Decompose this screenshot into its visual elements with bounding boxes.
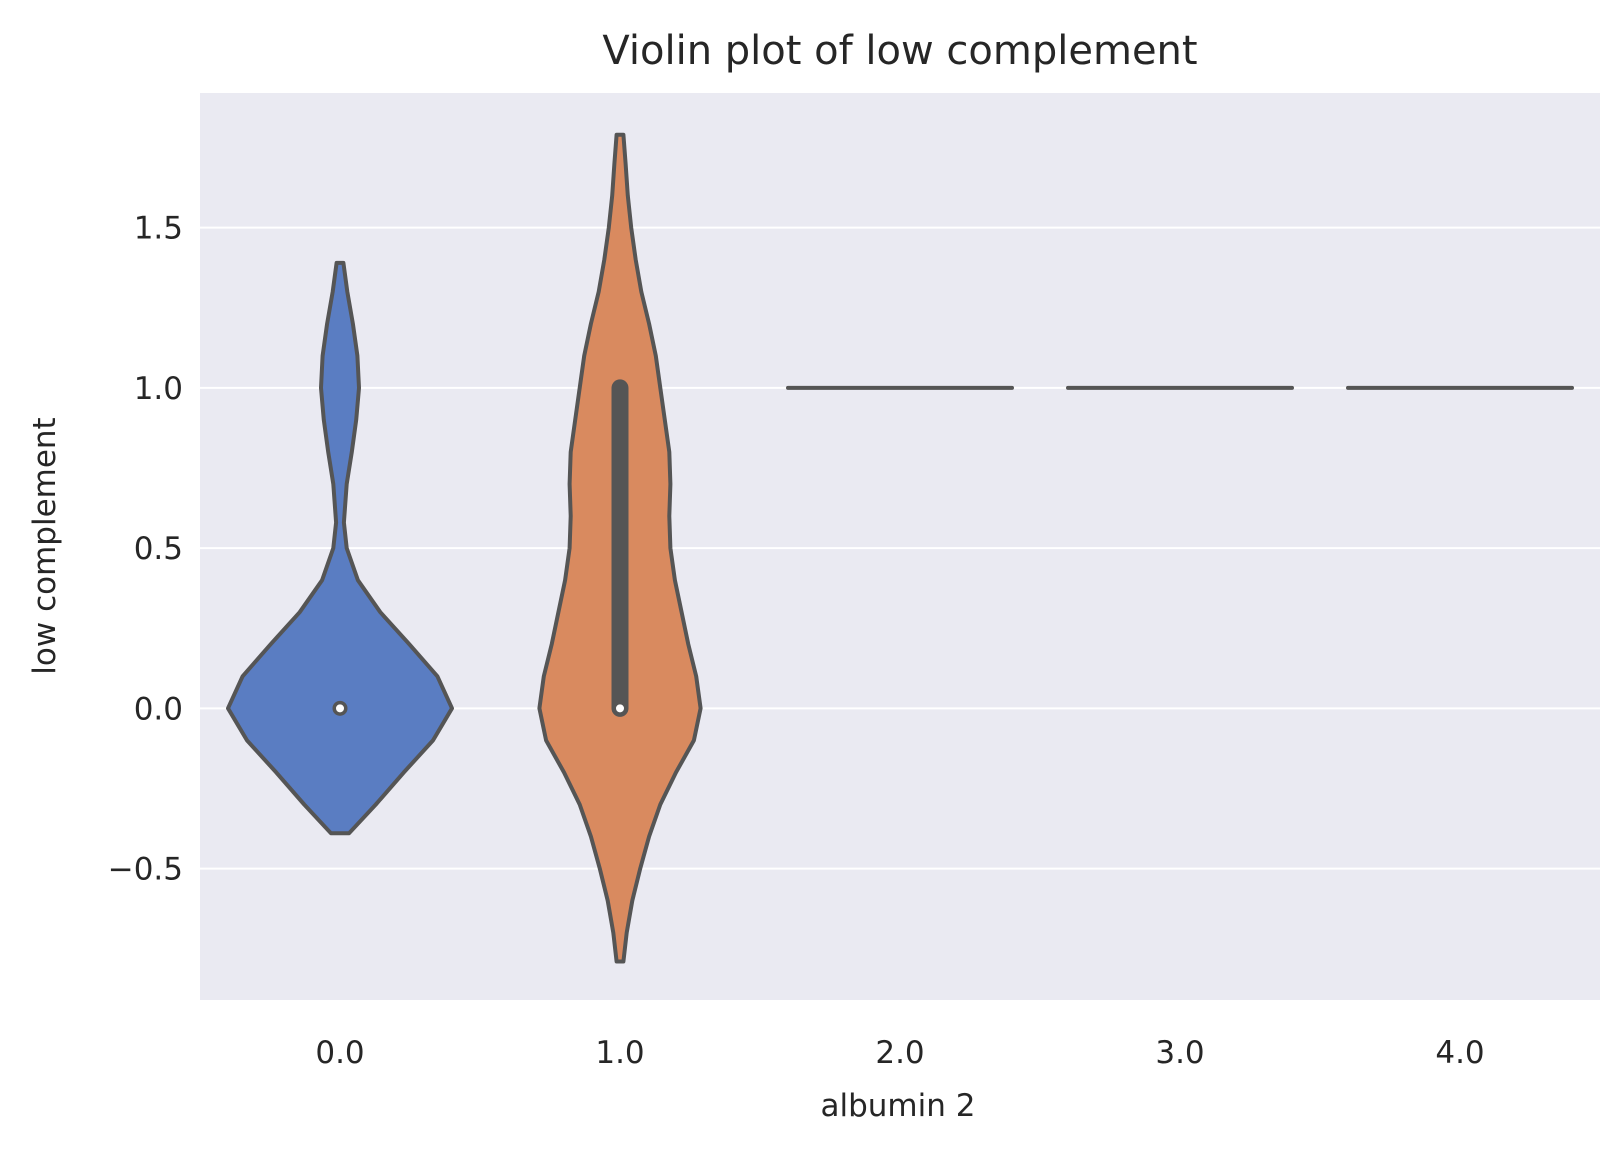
y-tick-label: 1.5 (134, 211, 183, 247)
violins (226, 132, 1574, 964)
y-tick-label: −0.5 (108, 852, 183, 888)
violin-median-point (616, 704, 624, 713)
plot-area (200, 93, 1600, 1000)
violin-body (226, 260, 454, 836)
y-tick-label: 0.5 (134, 531, 183, 567)
x-tick-label: 4.0 (1435, 1035, 1484, 1071)
violin-median-point (336, 704, 344, 713)
x-tick-label: 2.0 (875, 1035, 924, 1071)
y-axis-label: low complement (27, 417, 63, 674)
x-tick-labels: 0.0 1.0 2.0 3.0 4.0 (315, 1035, 1484, 1071)
x-tick-label: 0.0 (315, 1035, 364, 1071)
y-tick-label: 0.0 (134, 691, 183, 727)
x-tick-label: 1.0 (595, 1035, 644, 1071)
x-tick-label: 3.0 (1155, 1035, 1204, 1071)
x-axis-label: albumin 2 (821, 1088, 976, 1124)
y-tick-label: 1.0 (134, 371, 183, 407)
y-tick-labels: −0.5 0.0 0.5 1.0 1.5 (108, 211, 183, 888)
chart-title: Violin plot of low complement (602, 28, 1197, 74)
